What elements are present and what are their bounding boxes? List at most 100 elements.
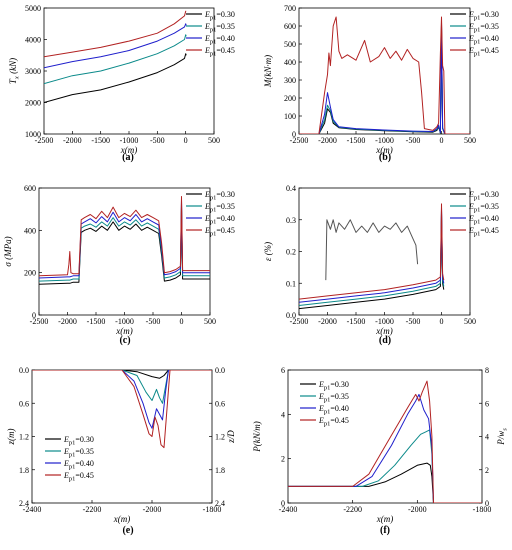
y-tick-label: 0.4 — [286, 184, 296, 193]
y-tick-label: 300 — [284, 76, 296, 85]
legend-entry: Ep1=0.30 — [468, 10, 499, 22]
legend-entry: Ep1=0.30 — [318, 380, 349, 392]
y-axis-label: Tx (kN) — [8, 58, 21, 84]
legend-entry: Ep1=0.45 — [318, 416, 349, 428]
panel-e: -2400 -2200 -2000 -1800 0.0 0.6 1.2 1.8 2.4 0.0 0.… — [6, 366, 236, 536]
series-line-5 — [325, 219, 419, 281]
x-tick-label: -1500 — [91, 136, 110, 145]
y-tick-label: 0.0 — [19, 366, 29, 375]
x-tick-label: -1800 — [473, 505, 492, 514]
y-tick-label: 4000 — [25, 36, 41, 45]
y-tick-label: 1.2 — [19, 433, 29, 442]
y-tick-label: 2.4 — [19, 499, 29, 508]
y-tick-label: 700 — [284, 4, 296, 13]
series-line-4 — [44, 10, 187, 58]
series-line-4 — [288, 380, 482, 503]
plot-frame — [38, 187, 211, 316]
y-tick-label: 2000 — [25, 99, 41, 108]
legend-entry: Ep1=0.40 — [204, 34, 235, 46]
x-tick-label: -2000 — [63, 136, 82, 145]
x-axis-label: x(m) — [375, 145, 393, 155]
x-tick-label: -1000 — [375, 136, 394, 145]
series-line-3 — [299, 206, 445, 303]
series-group — [299, 16, 470, 134]
x-axis-label: x(m) — [120, 145, 138, 155]
series-line-1 — [44, 53, 187, 103]
y-right-tick-label: 6 — [485, 399, 489, 408]
x-tick-label: 500 — [208, 136, 220, 145]
y-right-tick-label: 2.4 — [215, 499, 225, 508]
x-tick-label: -2400 — [279, 505, 298, 514]
y-tick-label: 4 — [281, 410, 285, 419]
y-tick-label: 500 — [284, 40, 296, 49]
y-axis-label: z(m) — [6, 429, 16, 446]
panel-f: -2400 -2200 -2000 -1800024602468x(m)P(kN/m)… — [252, 366, 509, 536]
x-tick-label: -500 — [406, 136, 421, 145]
legend-entry: Ep1=0.30 — [468, 190, 499, 202]
series-line-3 — [32, 370, 212, 429]
y-tick-label: 600 — [24, 184, 36, 193]
y-right-axis-label: z/D — [226, 430, 236, 444]
x-tick-label: -1000 — [120, 136, 139, 145]
y-tick-label: 0.2 — [286, 248, 296, 257]
series-line-2 — [288, 429, 482, 503]
y-tick-label: 5000 — [25, 4, 41, 13]
y-tick-label: 2 — [281, 455, 285, 464]
y-axis-label: ε (%) — [263, 242, 273, 261]
legend-entry: Ep1=0.30 — [204, 190, 235, 202]
x-tick-label: -2200 — [83, 505, 102, 514]
y-right-tick-label: 0.6 — [215, 399, 225, 408]
y-axis-label: M(kN·m) — [263, 55, 273, 88]
legend-entry: Ep1=0.30 — [204, 10, 235, 22]
legend-entry: Ep1=0.35 — [63, 447, 94, 459]
series-line-1 — [288, 462, 482, 503]
x-tick-label: -2000 — [318, 136, 337, 145]
x-tick-label: -2000 — [143, 505, 162, 514]
legend-entry: Ep1=0.35 — [318, 392, 349, 404]
series-line-4 — [299, 203, 445, 300]
x-axis-label: x(m) — [376, 514, 394, 524]
legend-entry: Ep1=0.35 — [204, 22, 235, 34]
x-axis-label: x(m) — [113, 514, 131, 524]
x-tick-label: 0 — [184, 136, 188, 145]
x-tick-label: -1500 — [87, 317, 106, 326]
series-line-4 — [299, 16, 470, 134]
y-tick-label: 0 — [292, 130, 296, 139]
series-group — [299, 203, 445, 310]
y-tick-label: 0.1 — [286, 279, 296, 288]
y-tick-label: 600 — [284, 22, 296, 31]
y-tick-label: 0.6 — [19, 399, 29, 408]
panel-a: -2500 -2000 -1500 -1000 -500 0 500 1000 2000 3000… — [8, 4, 235, 163]
legend-entry: Ep1=0.40 — [63, 459, 94, 471]
y-right-tick-label: 8 — [485, 366, 489, 375]
legend-entry: Ep1=0.40 — [318, 404, 349, 416]
series-line-2 — [44, 34, 187, 85]
series-line-4 — [39, 196, 210, 277]
panel-d: -2500 -2000 -1500 -1000 -500 0 500 0.0 0.1 0.2 0.3… — [263, 184, 499, 346]
plot-frame — [287, 369, 483, 504]
y-right-tick-label: 0.0 — [215, 366, 225, 375]
series-line-4 — [32, 370, 212, 449]
y-right-tick-label: 2 — [485, 466, 489, 475]
x-tick-label: -2000 — [58, 317, 77, 326]
legend-entry: Ep1=0.35 — [204, 202, 235, 214]
x-tick-label: -2500 — [35, 136, 54, 145]
legend-entry: Ep1=0.40 — [468, 214, 499, 226]
panel-c: -2500 -2000 -1500 -1000 -500 0 500 0 200 400 600 x(… — [3, 184, 235, 346]
panel-label: (a) — [122, 152, 134, 163]
y-tick-label: 0 — [32, 311, 36, 320]
y-right-tick-label: 1.2 — [215, 433, 225, 442]
x-tick-label: -1500 — [347, 317, 366, 326]
series-line-2 — [39, 202, 210, 282]
y-right-tick-label: 0 — [485, 499, 489, 508]
y-tick-label: 400 — [24, 226, 36, 235]
y-tick-label: 0 — [281, 499, 285, 508]
y-tick-label: 400 — [284, 58, 296, 67]
x-axis-label: x(m) — [375, 326, 393, 336]
series-line-3 — [44, 23, 187, 69]
plot-frame — [31, 369, 213, 504]
